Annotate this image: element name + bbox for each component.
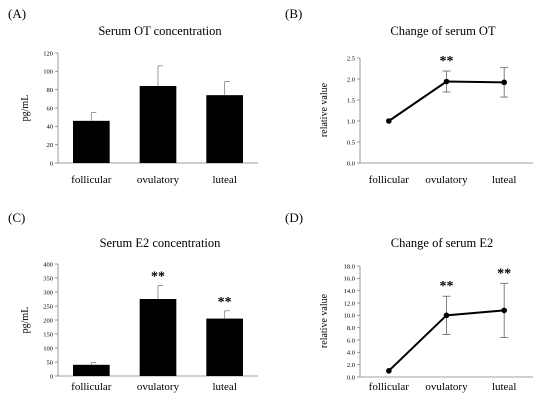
- y-tick-label: 0.5: [347, 139, 355, 146]
- bar: [73, 364, 110, 376]
- y-tick-label: 10.0: [344, 313, 355, 320]
- x-tick-label: follicular: [369, 174, 410, 186]
- x-tick-label: follicular: [369, 381, 410, 393]
- y-tick-label: 200: [43, 317, 53, 324]
- significance-marker: **: [218, 295, 232, 310]
- x-tick-label: ovulatory: [137, 174, 180, 186]
- data-point: [443, 78, 450, 85]
- y-tick-label: 6.0: [347, 337, 355, 344]
- y-tick-label: 250: [43, 303, 53, 310]
- y-tick-label: 300: [43, 289, 53, 296]
- y-tick-label: 1.0: [347, 118, 355, 125]
- y-tick-label: 2.5: [347, 55, 355, 62]
- bar: [139, 86, 177, 163]
- data-point: [501, 79, 507, 86]
- y-tick-label: 60: [47, 105, 54, 112]
- panel-c: (C) Serum E2 concentration pg/mL 0 50 100 150 2…: [0, 200, 275, 400]
- y-tick-label: 14.0: [344, 288, 355, 295]
- chart-title: Change of serum OT: [390, 24, 496, 38]
- x-tick-label: follicular: [71, 381, 112, 393]
- significance-marker: **: [440, 54, 454, 69]
- y-tick-label: 0: [50, 373, 53, 380]
- chart-title: Serum OT concentration: [98, 24, 222, 38]
- x-tick-label: luteal: [212, 381, 236, 393]
- bar: [206, 318, 243, 376]
- y-tick-label: 12.0: [344, 300, 355, 307]
- data-point: [386, 368, 392, 374]
- data-point: [501, 307, 507, 314]
- y-tick-label: 0.0: [347, 160, 355, 167]
- panel-label: (B): [285, 6, 302, 21]
- x-tick-label: ovulatory: [425, 174, 468, 186]
- chart-svg: (C) Serum E2 concentration pg/mL 0 50 100 150 2…: [8, 210, 258, 393]
- x-tick-label: ovulatory: [425, 381, 468, 393]
- data-point: [443, 312, 450, 319]
- y-tick-label: 2.0: [347, 76, 355, 83]
- y-axis-label: relative value: [319, 82, 330, 137]
- panel-d: (D) Change of serum E2 relative value 0.0 2.…: [275, 200, 550, 400]
- x-tick-label: follicular: [71, 174, 112, 186]
- y-tick-label: 0.0: [347, 374, 355, 381]
- panel-b: (B) Change of serum OT relative value 0.0 0.…: [275, 0, 550, 200]
- y-axis-label: pg/mL: [20, 95, 31, 122]
- y-tick-label: 4.0: [347, 350, 355, 357]
- significance-marker: **: [440, 279, 454, 294]
- y-tick-label: 16.0: [344, 276, 355, 283]
- panel-a: (A) Serum OT concentration pg/mL 0 20 40 60 80 1…: [0, 0, 275, 200]
- x-tick-label: luteal: [212, 174, 236, 186]
- panel-label: (A): [8, 6, 26, 21]
- x-tick-label: ovulatory: [137, 381, 180, 393]
- bar: [73, 120, 110, 163]
- y-tick-label: 0: [50, 160, 53, 167]
- panel-label: (C): [8, 210, 25, 225]
- y-tick-label: 120: [43, 50, 53, 57]
- chart-title: Serum E2 concentration: [100, 236, 222, 250]
- y-tick-label: 20: [47, 142, 54, 149]
- y-axis-label: pg/mL: [20, 307, 31, 334]
- chart-svg: (D) Change of serum E2 relative value 0.0 2.…: [285, 210, 533, 393]
- chart-title: Change of serum E2: [391, 236, 493, 250]
- y-tick-label: 40: [47, 124, 54, 131]
- y-tick-label: 1.5: [347, 97, 355, 104]
- y-tick-label: 350: [43, 275, 53, 282]
- y-axis-label: relative value: [319, 293, 330, 348]
- significance-marker: **: [497, 266, 511, 281]
- y-tick-label: 100: [43, 345, 53, 352]
- y-tick-label: 2.0: [347, 362, 355, 369]
- chart-svg: (B) Change of serum OT relative value 0.0 0.…: [285, 6, 533, 186]
- bar: [139, 299, 177, 376]
- y-tick-label: 50: [47, 359, 54, 366]
- y-tick-label: 80: [47, 87, 54, 94]
- panel-label: (D): [285, 210, 303, 225]
- significance-marker: **: [151, 270, 165, 285]
- y-tick-label: 150: [43, 331, 53, 338]
- y-tick-label: 400: [43, 261, 53, 268]
- x-tick-label: luteal: [492, 381, 516, 393]
- data-point: [386, 118, 392, 124]
- chart-svg: (A) Serum OT concentration pg/mL 0 20 40 60 80 1…: [8, 6, 258, 186]
- x-tick-label: luteal: [492, 174, 516, 186]
- y-tick-label: 18.0: [344, 263, 355, 270]
- y-tick-label: 8.0: [347, 325, 355, 332]
- y-tick-label: 100: [43, 69, 53, 76]
- bar: [206, 95, 243, 163]
